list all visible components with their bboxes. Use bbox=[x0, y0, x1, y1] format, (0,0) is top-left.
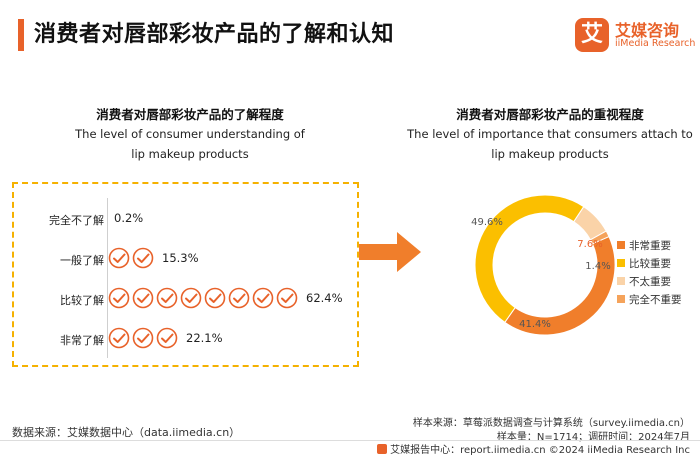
brand-logo: 艾 艾媒咨询 iiMedia Research bbox=[575, 16, 695, 56]
logo-mark: 艾 bbox=[575, 18, 609, 52]
right-chart-title: 消费者对唇部彩妆产品的重视程度 bbox=[456, 107, 644, 122]
chart-axis-line bbox=[107, 198, 108, 358]
legend-swatch bbox=[617, 259, 625, 267]
importance-donut-chart: 41.4% 49.6% 7.6% 1.4% bbox=[471, 194, 616, 336]
legend-swatch bbox=[617, 295, 625, 303]
check-mark-icon bbox=[132, 247, 154, 269]
legend-swatch bbox=[617, 277, 625, 285]
bar-value-label: 0.2% bbox=[114, 211, 144, 225]
check-mark-icon bbox=[252, 287, 274, 309]
right-chart-title-en-2: lip makeup products bbox=[491, 147, 609, 161]
check-mark-icon bbox=[156, 287, 178, 309]
right-chart-title-en-1: The level of importance that consumers a… bbox=[407, 127, 693, 141]
left-chart-title-en-1: The level of consumer understanding of bbox=[75, 127, 305, 141]
footer-divider bbox=[0, 440, 700, 441]
legend-label: 不太重要 bbox=[629, 276, 671, 288]
logo-name-en: iiMedia Research bbox=[615, 38, 696, 49]
donut-slice bbox=[474, 194, 585, 324]
title-accent-bar bbox=[18, 19, 24, 51]
bar-value-label: 15.3% bbox=[162, 251, 199, 265]
check-mark-icon bbox=[132, 327, 154, 349]
donut-data-label: 41.4% bbox=[519, 319, 551, 330]
legend-item: 比较重要 bbox=[617, 256, 682, 272]
understanding-chart-frame bbox=[12, 182, 359, 367]
bar-category-label: 完全不了解 bbox=[49, 214, 104, 227]
check-mark-icon bbox=[132, 287, 154, 309]
donut-data-label: 1.4% bbox=[585, 261, 610, 272]
left-chart-title-en-2: lip makeup products bbox=[131, 147, 249, 161]
check-mark-icon bbox=[228, 287, 250, 309]
bar-category-label: 一般了解 bbox=[60, 254, 104, 267]
report-center-icon bbox=[377, 444, 388, 454]
sample-source: 样本来源：草莓派数据调查与计算系统（survey.iimedia.cn） bbox=[412, 418, 690, 429]
donut-slice bbox=[589, 230, 610, 245]
legend-item: 完全不重要 bbox=[617, 292, 682, 308]
legend-item: 不太重要 bbox=[617, 274, 682, 290]
data-source: 数据来源：艾媒数据中心（data.iimedia.cn） bbox=[12, 426, 241, 439]
footer: 艾媒报告中心：report.iimedia.cn ©2024 iiMedia R… bbox=[377, 441, 690, 455]
page-title: 消费者对唇部彩妆产品的了解和认知 bbox=[34, 22, 395, 47]
donut-legend: 非常重要 比较重要 不太重要 完全不重要 bbox=[617, 238, 682, 310]
bar-category-label: 非常了解 bbox=[60, 334, 104, 347]
legend-label: 完全不重要 bbox=[629, 294, 682, 306]
legend-item: 非常重要 bbox=[617, 238, 682, 254]
right-arrow-icon bbox=[359, 232, 421, 272]
check-mark-icon bbox=[156, 327, 178, 349]
legend-swatch bbox=[617, 241, 625, 249]
check-mark-icon bbox=[276, 287, 298, 309]
logo-name-cn: 艾媒咨询 bbox=[615, 21, 680, 40]
legend-label: 比较重要 bbox=[629, 258, 671, 270]
check-mark-icon bbox=[108, 287, 130, 309]
bar-value-label: 62.4% bbox=[306, 291, 343, 305]
bar-category-label: 比较了解 bbox=[60, 294, 104, 307]
footer-text: 艾媒报告中心：report.iimedia.cn ©2024 iiMedia R… bbox=[390, 445, 690, 455]
check-mark-icon bbox=[180, 287, 202, 309]
donut-data-label: 7.6% bbox=[577, 239, 602, 250]
donut-data-label: 49.6% bbox=[471, 217, 503, 228]
check-mark-icon bbox=[108, 247, 130, 269]
check-mark-icon bbox=[108, 327, 130, 349]
sample-size: 样本量：N=1714；调研时间：2024年7月 bbox=[496, 432, 690, 443]
check-mark-icon bbox=[204, 287, 226, 309]
bar-value-label: 22.1% bbox=[186, 331, 223, 345]
left-chart-title: 消费者对唇部彩妆产品的了解程度 bbox=[96, 107, 284, 122]
legend-label: 非常重要 bbox=[629, 240, 671, 252]
